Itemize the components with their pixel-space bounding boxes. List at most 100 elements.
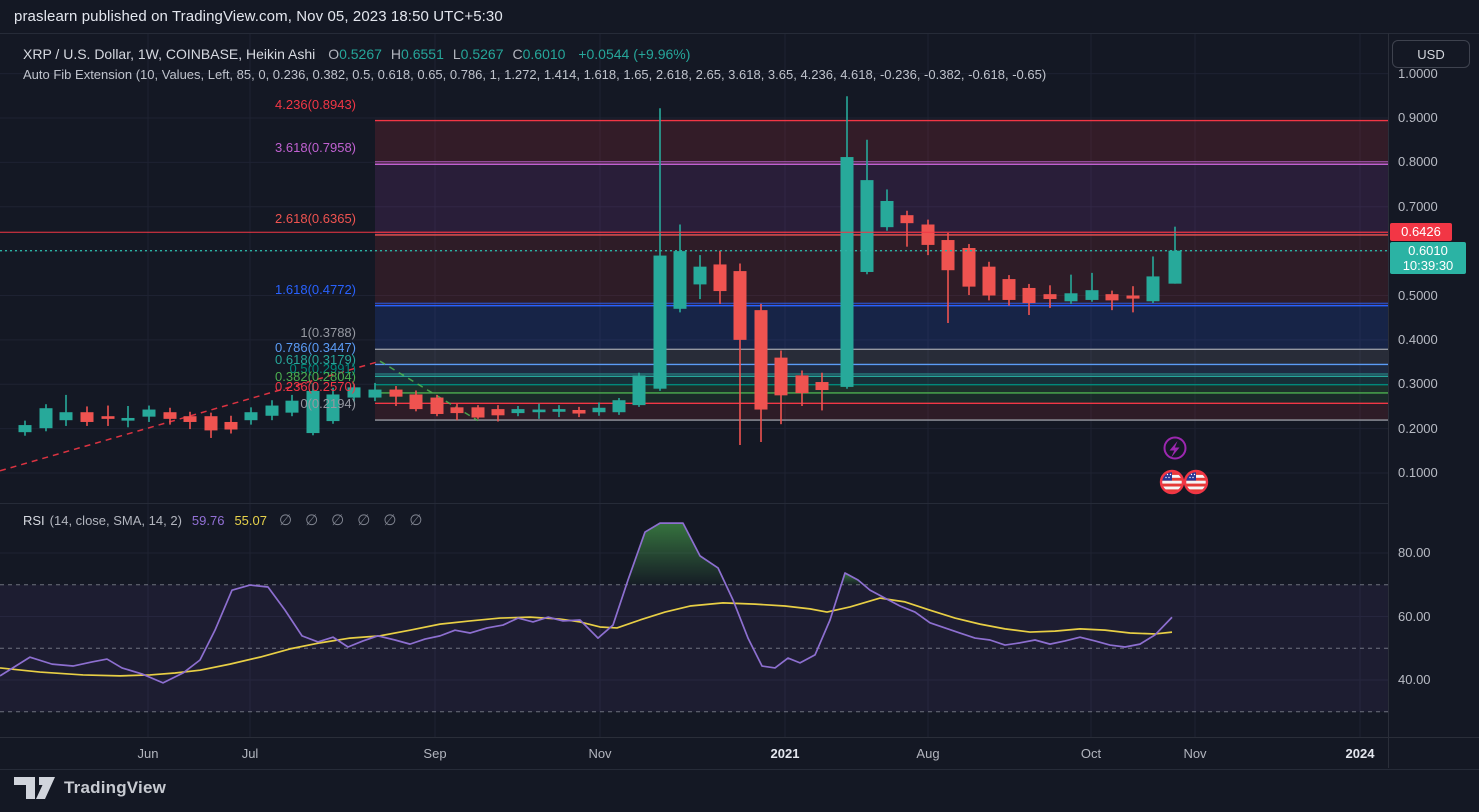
rsi-axis-label: 40.00 bbox=[1398, 672, 1431, 687]
ohlc-letter: O bbox=[328, 46, 340, 62]
tradingview-logo-icon[interactable] bbox=[14, 775, 56, 801]
us-flag-marker-icon[interactable] bbox=[1159, 469, 1209, 495]
candle-body bbox=[982, 266, 996, 296]
fib-level-label: 0.786(0.3447) bbox=[275, 340, 356, 356]
fib-trendline-retracement bbox=[379, 360, 479, 422]
rsi-indicator-row[interactable]: RSI (14, close, SMA, 14, 2) 59.76 55.07 … bbox=[23, 511, 435, 529]
rsi-ma-value: 55.07 bbox=[234, 512, 267, 528]
ohlc-letter: L bbox=[452, 46, 461, 62]
fib-level-label: 0.5(0.2991) bbox=[289, 360, 357, 376]
candle-body bbox=[754, 310, 768, 410]
lightning-marker-icon[interactable] bbox=[1163, 436, 1187, 460]
symbol-title[interactable]: XRP / U.S. Dollar, 1W, COINBASE, Heikin … bbox=[23, 46, 316, 62]
fib-level-label: 3.618(0.7958) bbox=[275, 140, 356, 156]
candle-body bbox=[244, 412, 258, 421]
candle-body bbox=[389, 389, 403, 397]
currency-button-label: USD bbox=[1417, 46, 1445, 62]
fib-band bbox=[375, 120, 1388, 165]
publish-header: praslearn published on TradingView.com, … bbox=[14, 8, 503, 25]
currency-button[interactable]: USD bbox=[1392, 40, 1470, 68]
bar-countdown: 10:39:30 bbox=[1402, 258, 1454, 273]
fib-level-label: 4.236(0.8943) bbox=[275, 96, 356, 112]
candle-body bbox=[693, 266, 707, 285]
ohlc-value: 0.5267 bbox=[460, 46, 504, 62]
candle-body bbox=[1126, 295, 1140, 299]
candle-body bbox=[733, 271, 747, 340]
tradingview-brand-text[interactable]: TradingView bbox=[64, 778, 167, 797]
ohlc-value: 0.6551 bbox=[401, 46, 444, 62]
ohlc-values: O0.5267 H0.6551 L0.5267 C0.6010 bbox=[319, 46, 565, 62]
fib-level-label: 2.618(0.6365) bbox=[275, 210, 356, 226]
publish-text: praslearn published on TradingView.com, … bbox=[14, 8, 503, 25]
fib-band bbox=[375, 305, 1388, 350]
candle-body bbox=[1064, 293, 1078, 302]
candle-body bbox=[880, 200, 894, 228]
candle-body bbox=[552, 409, 566, 412]
price-axis-label: 0.9000 bbox=[1398, 110, 1438, 125]
fib-level-label: 0(0.2194) bbox=[300, 396, 356, 412]
price-axis-label: 1.0000 bbox=[1398, 65, 1438, 81]
candle-body bbox=[347, 387, 361, 398]
rsi-plot bbox=[0, 522, 1388, 713]
candle-body bbox=[368, 389, 382, 398]
candle-body bbox=[532, 409, 546, 413]
fib-level-label: 1.618(0.4772) bbox=[275, 281, 356, 297]
rsi-empty-values: ∅ ∅ ∅ ∅ ∅ ∅ bbox=[279, 511, 435, 529]
time-axis[interactable]: Jun Jul Sep Nov 2021 Aug Oct Nov 2024 bbox=[0, 737, 1479, 770]
candle-body bbox=[121, 417, 135, 421]
candle-body bbox=[572, 409, 586, 414]
candle-body bbox=[326, 394, 340, 422]
fib-level-label: 0.236(0.2570) bbox=[275, 379, 356, 395]
candle-body bbox=[1002, 279, 1016, 300]
candle-body bbox=[59, 412, 73, 421]
ohlc-value: 0.6010 bbox=[522, 46, 566, 62]
time-axis-label: 2021 bbox=[770, 746, 800, 761]
candle-series bbox=[18, 96, 1182, 446]
candle-body bbox=[101, 416, 115, 419]
fib-band bbox=[375, 384, 1388, 393]
candle-body bbox=[795, 375, 809, 394]
chart-top-border bbox=[0, 33, 1479, 34]
candle-body bbox=[840, 157, 854, 387]
candle-body bbox=[612, 400, 626, 413]
rsi-params: (14, close, SMA, 14, 2) bbox=[49, 512, 182, 528]
time-axis-label: Nov bbox=[1183, 746, 1207, 761]
pane-separator[interactable] bbox=[0, 503, 1388, 504]
candle-body bbox=[774, 357, 788, 396]
last-price-value: 0.6010 bbox=[1408, 243, 1448, 258]
time-axis-label: Oct bbox=[1080, 746, 1102, 761]
symbol-info-row[interactable]: XRP / U.S. Dollar, 1W, COINBASE, Heikin … bbox=[23, 46, 690, 62]
candle-body bbox=[306, 390, 320, 434]
candle-body bbox=[592, 407, 606, 413]
candle-body bbox=[204, 416, 218, 431]
candle-body bbox=[673, 251, 687, 309]
ohlc-letter: H bbox=[390, 46, 402, 62]
price-axis-label: 0.8000 bbox=[1398, 154, 1438, 170]
fib-level-label: 0.382(0.2804) bbox=[275, 368, 356, 384]
rsi-axis-label: 80.00 bbox=[1398, 545, 1431, 560]
rsi-title[interactable]: RSI bbox=[23, 512, 45, 528]
rsi-empty-value-icon: ∅ bbox=[279, 512, 293, 529]
fib-indicator-label[interactable]: Auto Fib Extension (10, Values, Left, 85… bbox=[23, 67, 1047, 82]
fib-band bbox=[375, 234, 1388, 306]
fib-band bbox=[375, 403, 1388, 421]
candle-body bbox=[430, 397, 444, 414]
price-overlay-lines bbox=[0, 231, 1388, 252]
candle-body bbox=[900, 215, 914, 224]
fib-band bbox=[375, 392, 1388, 404]
fib-extension-drawing[interactable] bbox=[375, 119, 1388, 421]
rsi-empty-value-icon: ∅ bbox=[409, 512, 423, 529]
price-change: +0.0544 (+9.96%) bbox=[578, 46, 691, 62]
time-axis-label: Sep bbox=[423, 746, 447, 761]
price-axis-label: 0.1000 bbox=[1398, 465, 1438, 480]
price-axis-label: 0.7000 bbox=[1398, 198, 1438, 214]
rsi-value: 59.76 bbox=[191, 512, 225, 528]
rsi-line bbox=[0, 522, 1173, 684]
candle-body bbox=[1022, 287, 1036, 304]
candle-body bbox=[18, 425, 32, 433]
candle-body bbox=[80, 412, 94, 422]
indicator-info-row[interactable]: Auto Fib Extension (10, Values, Left, 85… bbox=[23, 67, 1046, 82]
price-axis[interactable] bbox=[1388, 33, 1479, 768]
candle-body bbox=[1168, 250, 1182, 284]
